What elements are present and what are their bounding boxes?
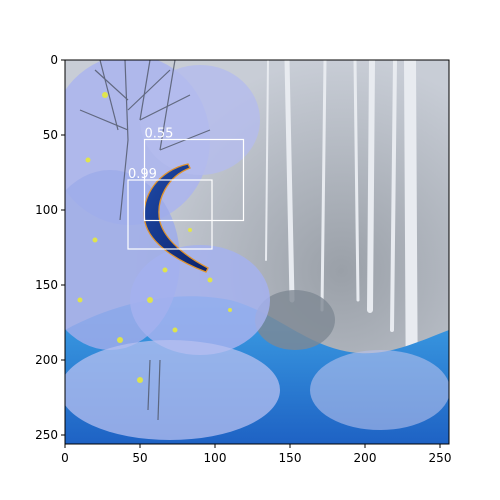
y-tick-label: 250 — [35, 428, 58, 442]
y-tick-label: 150 — [35, 278, 58, 292]
x-tick-label: 200 — [354, 451, 377, 465]
x-tick-label: 150 — [279, 451, 302, 465]
detection-box — [127, 179, 213, 250]
y-tick-label: 200 — [35, 353, 58, 367]
plot-frame — [64, 59, 450, 445]
yellow-speckles — [77, 92, 232, 383]
x-tick-label: 0 — [61, 451, 69, 465]
x-tick-label: 100 — [204, 451, 227, 465]
y-tick-label: 0 — [50, 53, 58, 67]
detection-score-label: 0.55 — [145, 127, 174, 142]
x-tick-label: 250 — [429, 451, 452, 465]
detection-score-label: 0.99 — [128, 167, 157, 182]
y-tick-label: 100 — [35, 203, 58, 217]
detections: 0.55 0.99 — [127, 127, 245, 250]
x-tick-label: 50 — [132, 451, 147, 465]
banana-object — [143, 163, 209, 273]
inverted-forest-photo — [65, 60, 449, 444]
foliage — [65, 60, 449, 440]
y-tick-label: 50 — [43, 128, 58, 142]
